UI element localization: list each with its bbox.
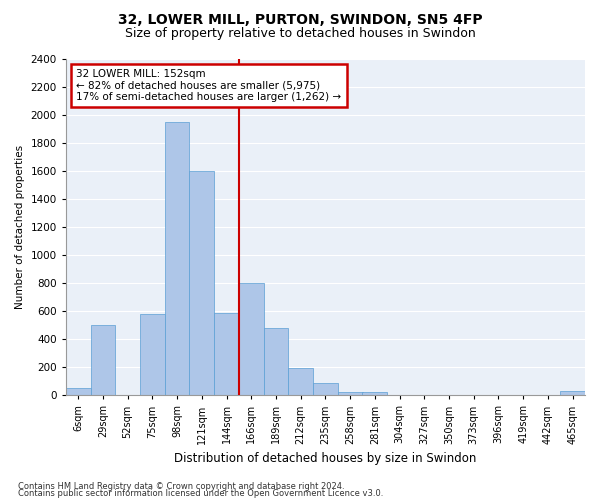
Bar (66, 388, 91, 396)
Bar (560, 391, 585, 396)
Y-axis label: Number of detached properties: Number of detached properties (15, 145, 25, 309)
Text: Contains public sector information licensed under the Open Government Licence v3: Contains public sector information licen… (18, 490, 383, 498)
Bar (263, 328, 289, 396)
Bar (190, 171, 214, 396)
Bar (239, 283, 263, 396)
Bar (313, 384, 338, 396)
Bar (140, 314, 165, 396)
Bar (91, 325, 115, 396)
Text: Contains HM Land Registry data © Crown copyright and database right 2024.: Contains HM Land Registry data © Crown c… (18, 482, 344, 491)
Bar (165, 122, 190, 396)
Bar (362, 392, 387, 396)
X-axis label: Distribution of detached houses by size in Swindon: Distribution of detached houses by size … (174, 452, 476, 465)
Bar (338, 392, 362, 396)
Text: 32, LOWER MILL, PURTON, SWINDON, SN5 4FP: 32, LOWER MILL, PURTON, SWINDON, SN5 4FP (118, 12, 482, 26)
Bar (289, 368, 313, 396)
Text: Size of property relative to detached houses in Swindon: Size of property relative to detached ho… (125, 28, 475, 40)
Bar (214, 312, 239, 396)
Text: 32 LOWER MILL: 152sqm
← 82% of detached houses are smaller (5,975)
17% of semi-d: 32 LOWER MILL: 152sqm ← 82% of detached … (76, 69, 341, 102)
